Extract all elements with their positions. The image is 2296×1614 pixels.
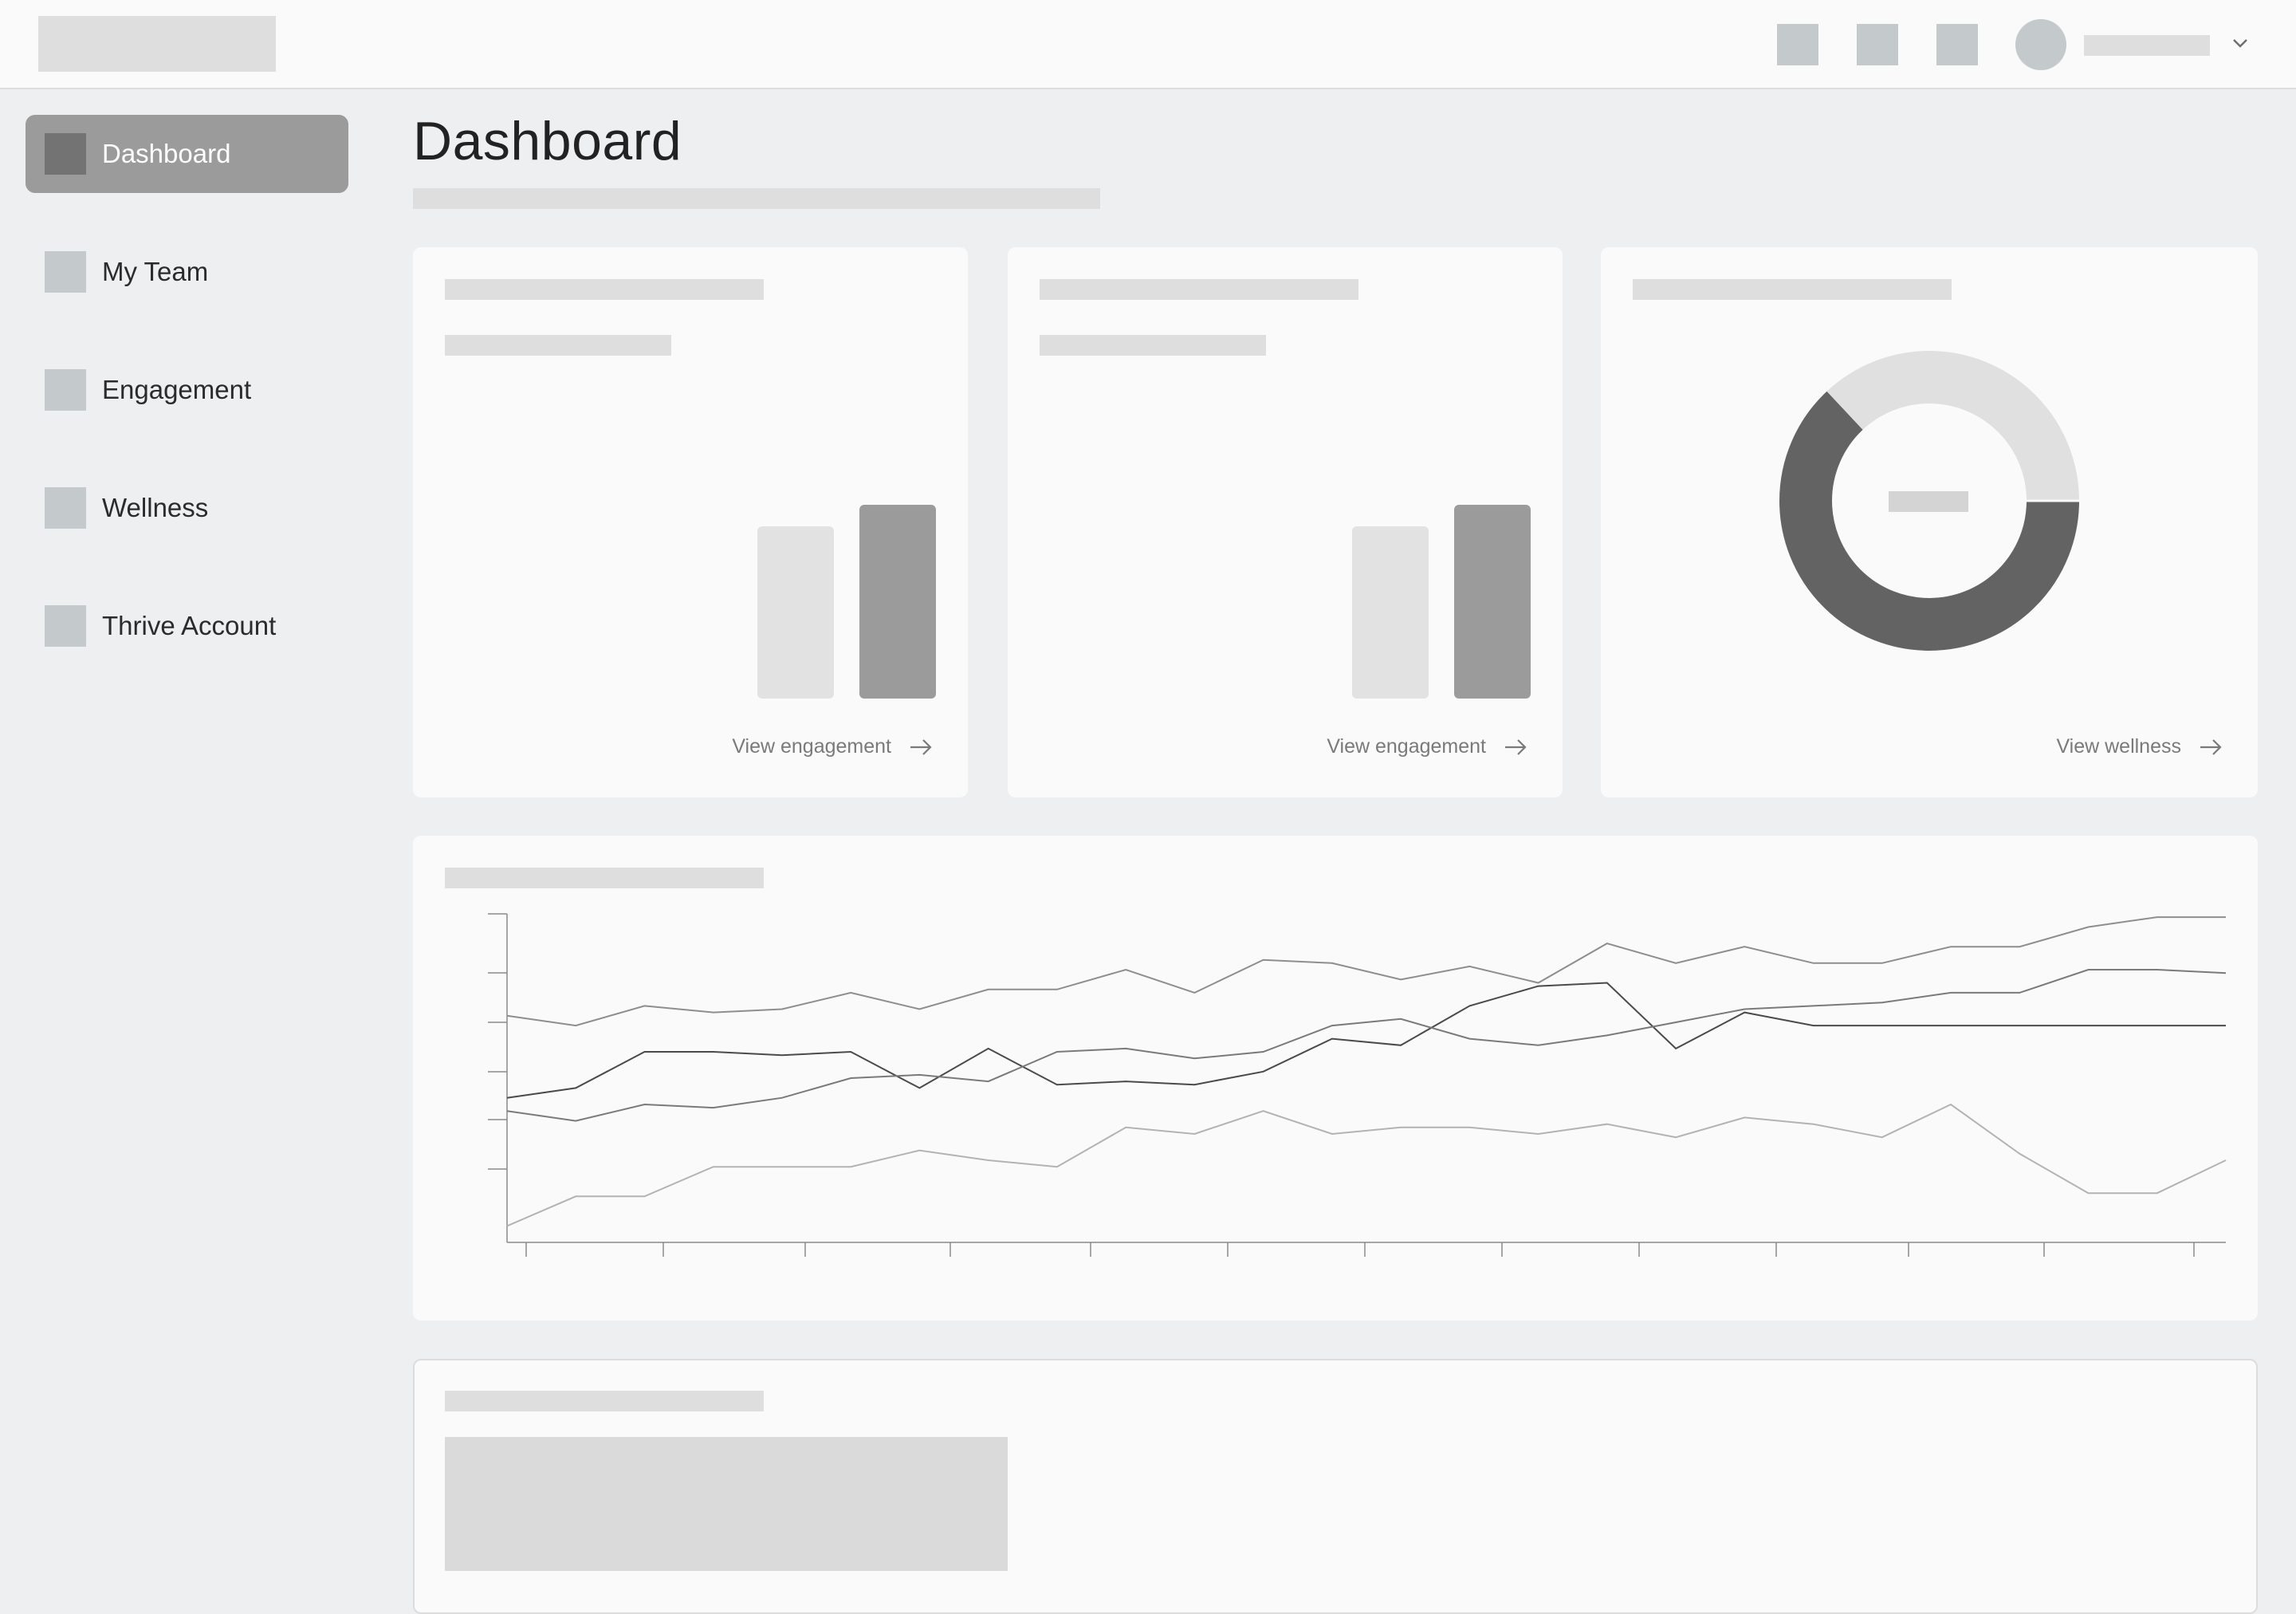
wellness-card: View wellness <box>1601 247 2258 797</box>
arrow-right-icon <box>1505 738 1527 755</box>
sidebar: Dashboard My Team Engagement Wellness Th… <box>0 89 375 1595</box>
card-title-placeholder <box>1040 279 1358 300</box>
view-engagement-link[interactable]: View engagement <box>1327 735 1527 758</box>
wellness-donut-chart <box>1779 351 2081 651</box>
link-label: View wellness <box>2056 735 2181 758</box>
user-name-placeholder[interactable] <box>2084 35 2210 56</box>
sidebar-item-label: Dashboard <box>102 139 231 168</box>
view-wellness-link[interactable]: View wellness <box>2056 735 2223 758</box>
card-title-placeholder <box>445 1391 764 1411</box>
account-icon <box>45 605 86 647</box>
trend-chart-card <box>413 836 2258 1321</box>
top-bar <box>0 0 2296 89</box>
card-subtitle-placeholder <box>445 335 671 356</box>
engagement-icon <box>45 369 86 411</box>
card-title-placeholder <box>445 868 764 888</box>
bar-current <box>859 505 936 699</box>
engagement-card: View engagement <box>1008 247 1563 797</box>
chevron-down-icon[interactable] <box>2229 32 2251 54</box>
bar-current <box>1454 505 1531 699</box>
sidebar-item-my-team[interactable]: My Team <box>26 233 348 311</box>
card-title-placeholder <box>1633 279 1952 300</box>
sidebar-item-label: Wellness <box>102 493 209 522</box>
page-title: Dashboard <box>413 111 682 171</box>
wellness-icon <box>45 487 86 529</box>
square-placeholder-icon[interactable] <box>1936 24 1978 65</box>
logo[interactable] <box>38 16 276 72</box>
page-subtitle-placeholder <box>413 188 1100 209</box>
bar-previous <box>1352 526 1429 699</box>
dashboard-icon <box>45 133 86 175</box>
series-line <box>506 969 2227 1122</box>
series-line <box>506 916 2226 1027</box>
series-line <box>506 1103 2227 1227</box>
sidebar-item-dashboard[interactable]: Dashboard <box>26 115 348 193</box>
square-placeholder-icon[interactable] <box>1777 24 1818 65</box>
square-placeholder-icon[interactable] <box>1857 24 1898 65</box>
view-engagement-link[interactable]: View engagement <box>732 735 933 758</box>
sidebar-item-label: Engagement <box>102 375 252 404</box>
sidebar-item-thrive-account[interactable]: Thrive Account <box>26 587 348 665</box>
sidebar-item-label: Thrive Account <box>102 611 277 640</box>
sidebar-item-wellness[interactable]: Wellness <box>26 469 348 547</box>
team-icon <box>45 251 86 293</box>
series-line <box>506 982 2226 1099</box>
card-subtitle-placeholder <box>1040 335 1266 356</box>
user-avatar-icon[interactable] <box>2015 19 2066 70</box>
sidebar-item-label: My Team <box>102 257 209 286</box>
arrow-right-icon <box>910 738 932 755</box>
trend-line-chart <box>488 913 2227 1257</box>
bar-previous <box>757 526 834 699</box>
link-label: View engagement <box>732 735 891 758</box>
link-label: View engagement <box>1327 735 1486 758</box>
card-title-placeholder <box>445 279 764 300</box>
engagement-card: View engagement <box>413 247 968 797</box>
donut-center-value-placeholder <box>1889 491 1968 512</box>
content-placeholder <box>445 1437 1008 1571</box>
sidebar-item-engagement[interactable]: Engagement <box>26 351 348 429</box>
arrow-right-icon <box>2200 738 2222 755</box>
